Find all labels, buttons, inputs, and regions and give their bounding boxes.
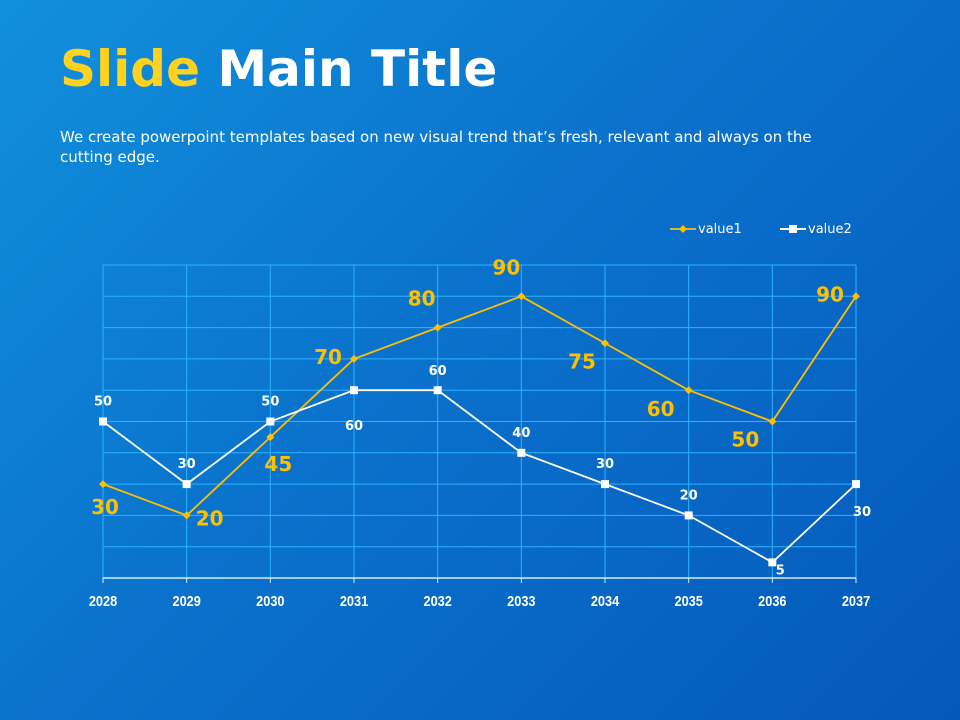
data-point — [433, 323, 442, 332]
data-label: 60 — [647, 397, 675, 421]
data-point — [517, 292, 526, 301]
data-point — [852, 480, 860, 489]
x-tick-label: 2034 — [591, 592, 620, 609]
series-value1: 30 20 45 70 80 90 75 60 50 90 — [91, 255, 860, 530]
series-line-value2 — [102, 389, 857, 564]
data-point — [601, 480, 609, 489]
data-point — [768, 558, 777, 567]
data-label: 50 — [261, 395, 279, 410]
data-point — [266, 417, 275, 426]
x-tick-label: 2032 — [423, 592, 452, 609]
x-tick-label: 2033 — [507, 592, 536, 609]
data-label: 30 — [853, 505, 871, 520]
data-label: 90 — [816, 282, 844, 306]
legend-marker-value1 — [679, 225, 687, 233]
data-point — [433, 386, 442, 395]
x-tick-label: 2035 — [674, 592, 703, 609]
data-point — [517, 448, 526, 457]
x-tick-label: 2030 — [256, 592, 285, 609]
data-point — [266, 433, 275, 442]
legend-label-value1: value1 — [698, 222, 742, 237]
data-point — [684, 511, 693, 520]
data-label: 90 — [492, 255, 520, 279]
data-label: 5 — [776, 563, 785, 578]
x-tick-label: 2028 — [89, 592, 118, 609]
x-tick-label: 2029 — [172, 592, 201, 609]
data-label: 30 — [91, 495, 119, 519]
legend-label-value2: value2 — [808, 222, 852, 237]
title-rest: Main Title — [217, 40, 498, 98]
data-label: 75 — [568, 349, 596, 373]
data-label: 30 — [596, 457, 614, 472]
legend-marker-value2 — [789, 225, 797, 233]
data-label: 40 — [512, 426, 530, 441]
data-point — [182, 511, 191, 520]
data-label: 50 — [731, 428, 759, 452]
data-point — [350, 354, 358, 363]
data-point — [852, 292, 860, 301]
data-point — [99, 480, 107, 489]
data-point — [684, 386, 693, 395]
series-value2: 50 30 50 60 60 40 30 20 5 30 — [94, 364, 871, 578]
x-tick-label: 2031 — [340, 592, 369, 609]
data-point — [99, 417, 107, 426]
data-label: 20 — [196, 506, 224, 530]
x-tick-label: 2036 — [758, 592, 787, 609]
data-label: 70 — [314, 345, 342, 369]
subtitle: We create powerpoint templates based on … — [60, 128, 812, 166]
data-point — [182, 480, 191, 489]
data-label: 20 — [680, 488, 698, 503]
data-label: 45 — [264, 452, 292, 476]
page-title: Slide Main Title — [60, 40, 497, 98]
data-label: 60 — [429, 364, 447, 379]
data-label: 80 — [408, 287, 436, 311]
title-highlight: Slide — [60, 40, 200, 98]
x-tick-label: 2037 — [842, 592, 871, 609]
data-point — [768, 417, 777, 426]
data-label: 30 — [178, 457, 196, 472]
series-line-value1 — [102, 295, 857, 517]
data-point — [601, 339, 609, 348]
data-label: 50 — [94, 395, 112, 410]
data-point — [350, 386, 358, 395]
data-label: 60 — [345, 419, 363, 434]
